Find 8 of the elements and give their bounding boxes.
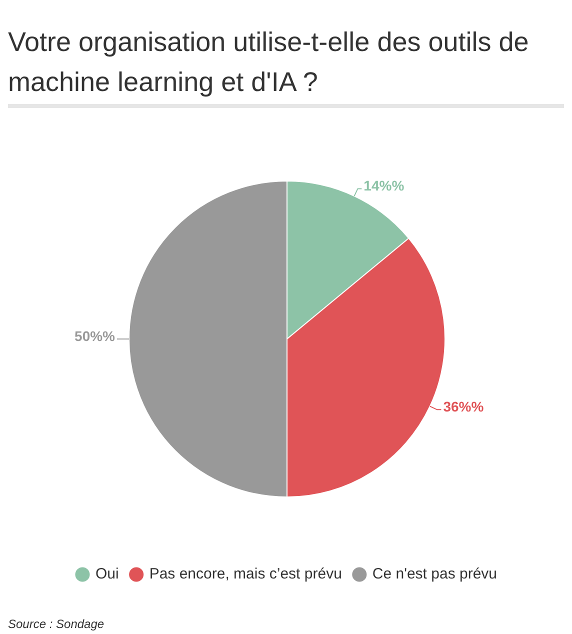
data-label: 14%%: [364, 178, 405, 194]
legend-label: Oui: [95, 566, 119, 583]
legend-label: Ce n'est pas prévu: [372, 566, 498, 583]
source-note: Source : Sondage: [8, 616, 104, 632]
data-label: 50%%: [74, 328, 116, 344]
chart-title: Votre organisation utilise-t-elle des outils de machine learning et d'IA ?: [8, 26, 530, 99]
legend-label: Pas encore, mais c’est prévu: [149, 566, 342, 583]
data-label: 36%%: [443, 398, 484, 415]
